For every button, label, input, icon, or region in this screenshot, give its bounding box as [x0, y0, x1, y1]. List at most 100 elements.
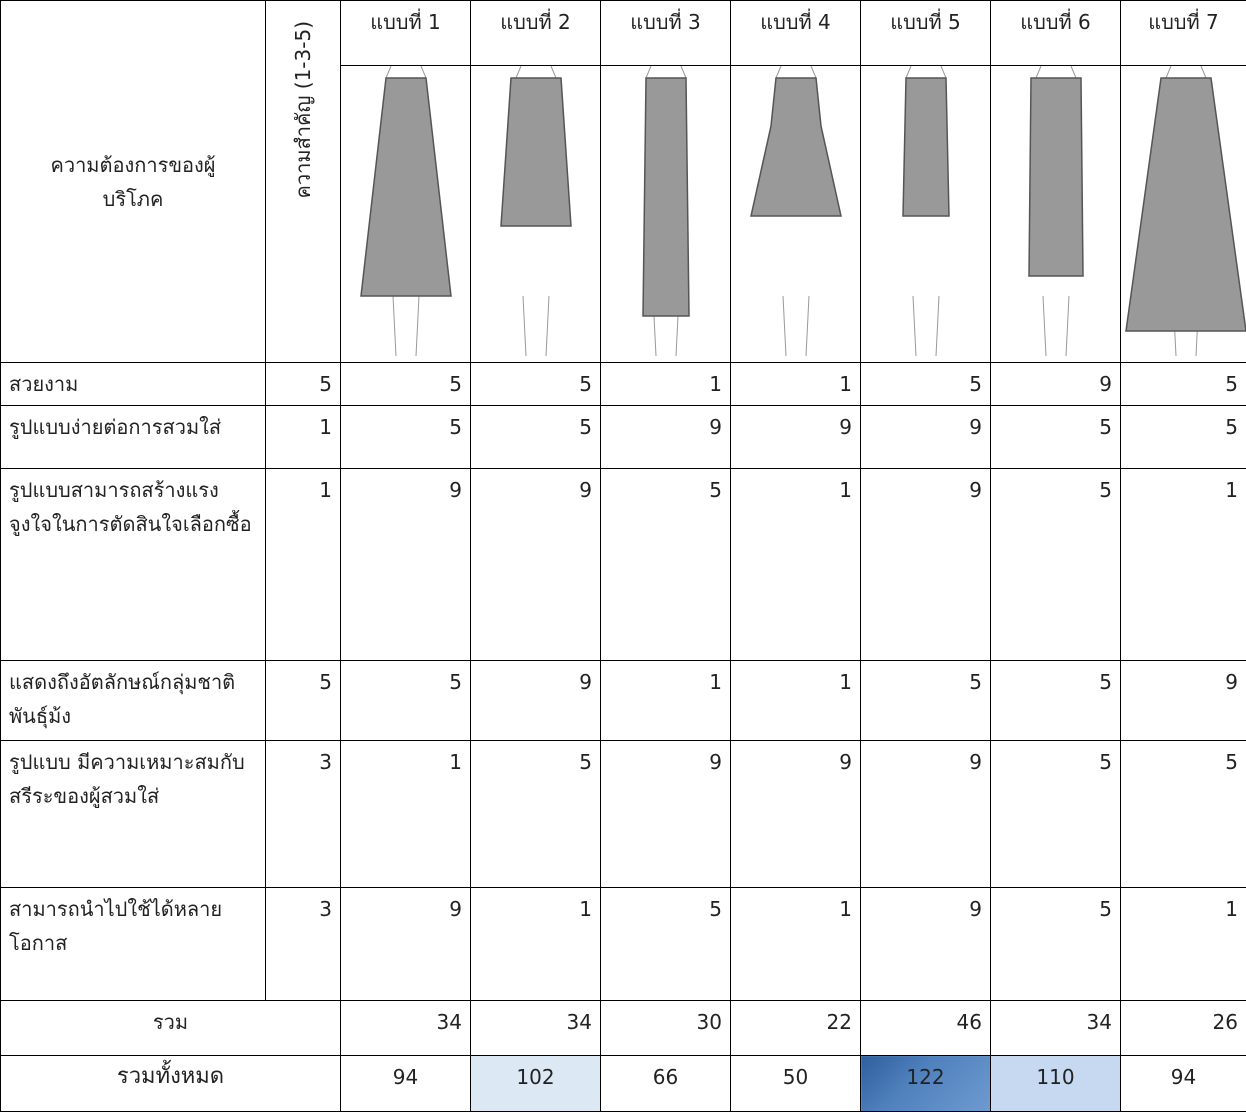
- score: 5: [601, 888, 731, 1001]
- total-value: 50: [731, 1056, 861, 1112]
- importance: 5: [266, 661, 341, 741]
- criterion: รูปแบบ มีความเหมาะสมกับสรีระของผู้สวมใส่: [1, 741, 266, 888]
- skirt-sketch: [991, 66, 1119, 362]
- score: 5: [991, 888, 1121, 1001]
- header-title: ความต้องการของผู้บริโภค: [1, 1, 266, 363]
- score: 5: [341, 406, 471, 469]
- score: 5: [471, 741, 601, 888]
- design-label: แบบที่ 2: [471, 1, 601, 66]
- criterion: รูปแบบสามารถสร้างแรงจูงใจในการตัดสินใจเล…: [1, 469, 266, 661]
- score: 1: [731, 363, 861, 406]
- design-label: แบบที่ 6: [991, 1, 1121, 66]
- score: 9: [341, 469, 471, 661]
- total-value: 110: [991, 1056, 1121, 1112]
- data-row: รูปแบบ มีความเหมาะสมกับสรีระของผู้สวมใส่…: [1, 741, 1246, 888]
- score: 5: [601, 469, 731, 661]
- design-label: แบบที่ 7: [1121, 1, 1246, 66]
- score: 5: [991, 661, 1121, 741]
- score: 9: [341, 888, 471, 1001]
- score: 5: [991, 741, 1121, 888]
- skirt-sketch: [861, 66, 989, 362]
- design-label: แบบที่ 4: [731, 1, 861, 66]
- subtotal-label: รวม: [1, 1001, 341, 1056]
- score: 1: [601, 661, 731, 741]
- skirt-image-cell: [991, 66, 1121, 363]
- score: 5: [341, 363, 471, 406]
- skirt-image-cell: [471, 66, 601, 363]
- score: 5: [471, 406, 601, 469]
- score: 9: [601, 741, 731, 888]
- score: 5: [1121, 741, 1246, 888]
- design-label: แบบที่ 3: [601, 1, 731, 66]
- criterion: รูปแบบง่ายต่อการสวมใส่: [1, 406, 266, 469]
- subtotal-value: 34: [991, 1001, 1121, 1056]
- score: 9: [861, 406, 991, 469]
- score: 1: [341, 741, 471, 888]
- skirt-sketch: [1121, 66, 1246, 362]
- total-value: 102: [471, 1056, 601, 1112]
- header-importance: ความสำคัญ (1-3-5): [266, 1, 341, 363]
- score: 1: [471, 888, 601, 1001]
- score: 1: [1121, 888, 1246, 1001]
- criterion: สามารถนำไปใช้ได้หลายโอกาส: [1, 888, 266, 1001]
- subtotal-value: 22: [731, 1001, 861, 1056]
- subtotal-value: 26: [1121, 1001, 1246, 1056]
- score: 1: [731, 469, 861, 661]
- importance: 1: [266, 406, 341, 469]
- score: 5: [1121, 406, 1246, 469]
- subtotal-value: 34: [471, 1001, 601, 1056]
- total-value: 122: [861, 1056, 991, 1112]
- score: 9: [861, 469, 991, 661]
- total-value: 94: [341, 1056, 471, 1112]
- score: 5: [861, 363, 991, 406]
- design-label: แบบที่ 1: [341, 1, 471, 66]
- importance: 3: [266, 741, 341, 888]
- importance: 5: [266, 363, 341, 406]
- design-label: แบบที่ 5: [861, 1, 991, 66]
- subtotal-value: 30: [601, 1001, 731, 1056]
- score: 9: [471, 661, 601, 741]
- skirt-sketch: [601, 66, 729, 362]
- subtotal-value: 34: [341, 1001, 471, 1056]
- importance-label: ความสำคัญ (1-3-5): [286, 21, 320, 198]
- skirt-sketch: [731, 66, 859, 362]
- skirt-image-cell: [601, 66, 731, 363]
- total-value: 94: [1121, 1056, 1246, 1112]
- skirt-image-cell: [861, 66, 991, 363]
- data-row: รูปแบบสามารถสร้างแรงจูงใจในการตัดสินใจเล…: [1, 469, 1246, 661]
- total-label: รวมทั้งหมด: [1, 1056, 341, 1112]
- skirt-sketch: [471, 66, 599, 362]
- score: 1: [601, 363, 731, 406]
- score: 1: [731, 888, 861, 1001]
- skirt-image-cell: [341, 66, 471, 363]
- criterion: แสดงถึงอัตลักษณ์กลุ่มชาติพันธุ์ม้ง: [1, 661, 266, 741]
- score: 1: [731, 661, 861, 741]
- score: 5: [991, 469, 1121, 661]
- score: 9: [601, 406, 731, 469]
- score: 9: [731, 741, 861, 888]
- score: 5: [471, 363, 601, 406]
- score: 9: [991, 363, 1121, 406]
- score: 9: [471, 469, 601, 661]
- criterion: สวยงาม: [1, 363, 266, 406]
- score: 9: [731, 406, 861, 469]
- subtotal-value: 46: [861, 1001, 991, 1056]
- score: 5: [341, 661, 471, 741]
- importance: 1: [266, 469, 341, 661]
- importance: 3: [266, 888, 341, 1001]
- score: 1: [1121, 469, 1246, 661]
- score: 5: [991, 406, 1121, 469]
- score: 9: [861, 888, 991, 1001]
- score: 9: [1121, 661, 1246, 741]
- header-row: ความต้องการของผู้บริโภคความสำคัญ (1-3-5)…: [1, 1, 1246, 66]
- total-value: 66: [601, 1056, 731, 1112]
